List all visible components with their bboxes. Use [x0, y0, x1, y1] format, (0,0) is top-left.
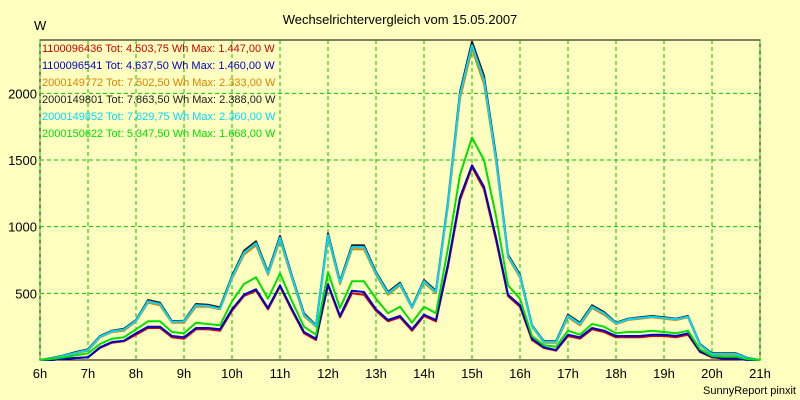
y-tick-label: 500: [15, 286, 37, 301]
y-tick-label: 2000: [8, 86, 37, 101]
x-tick-label: 17h: [557, 366, 579, 381]
legend-entry: 2000149852 Tot: 7.629,75 Wh Max: 2.360,0…: [42, 111, 276, 123]
x-tick-label: 20h: [701, 366, 723, 381]
x-tick-label: 12h: [317, 366, 339, 381]
x-tick-label: 21h: [749, 366, 771, 381]
series-line-6: [39, 136, 761, 361]
legend-entry: 1100096541 Tot: 4.637,50 Wh Max: 1.460,0…: [42, 60, 275, 72]
x-tick-labels: 6h 7h 8h 9h 10h 11h 12h 13h 14h 15h 16h 17h 18h 19h 20…: [33, 366, 771, 381]
x-tick-label: 6h: [33, 366, 47, 381]
y-tick-label: 1000: [8, 220, 37, 235]
series-lines: [39, 40, 761, 361]
x-tick-label: 9h: [177, 366, 191, 381]
legend-entry: 2000149801 Tot: 7.863,50 Wh Max: 2.388,0…: [42, 94, 276, 106]
y-axis-label: W: [34, 18, 47, 33]
x-tick-label: 18h: [605, 366, 627, 381]
series-line-5: [39, 44, 761, 361]
x-tick-label: 13h: [365, 366, 387, 381]
legend-entry: 2000149772 Tot: 7.502,50 Wh Max: 2.333,0…: [42, 77, 276, 89]
series-line-2: [40, 164, 760, 361]
x-tick-label: 11h: [270, 366, 291, 381]
x-tick-label: 10h: [221, 366, 243, 381]
legend-entry: 1100096436 Tot: 4.503,75 Wh Max: 1.447,0…: [42, 43, 275, 55]
y-tick-label: 1500: [8, 153, 37, 168]
x-tick-label: 16h: [509, 366, 531, 381]
x-tick-label: 8h: [129, 366, 143, 381]
x-tick-label: 14h: [413, 366, 435, 381]
chart-title: Wechselrichtervergleich vom 15.05.2007: [283, 12, 518, 27]
x-tick-label: 19h: [653, 366, 675, 381]
x-tick-label: 7h: [81, 366, 95, 381]
y-tick-labels: 500 1000 1500 2000: [8, 86, 37, 301]
legend-entry: 2000150622 Tot: 5.347,50 Wh Max: 1.668,0…: [42, 128, 276, 140]
legend: 1100096436 Tot: 4.503,75 Wh Max: 1.447,0…: [42, 43, 276, 140]
x-tick-label: 15h: [461, 366, 483, 381]
footer-credit: SunnyReport pinxit: [703, 385, 796, 397]
